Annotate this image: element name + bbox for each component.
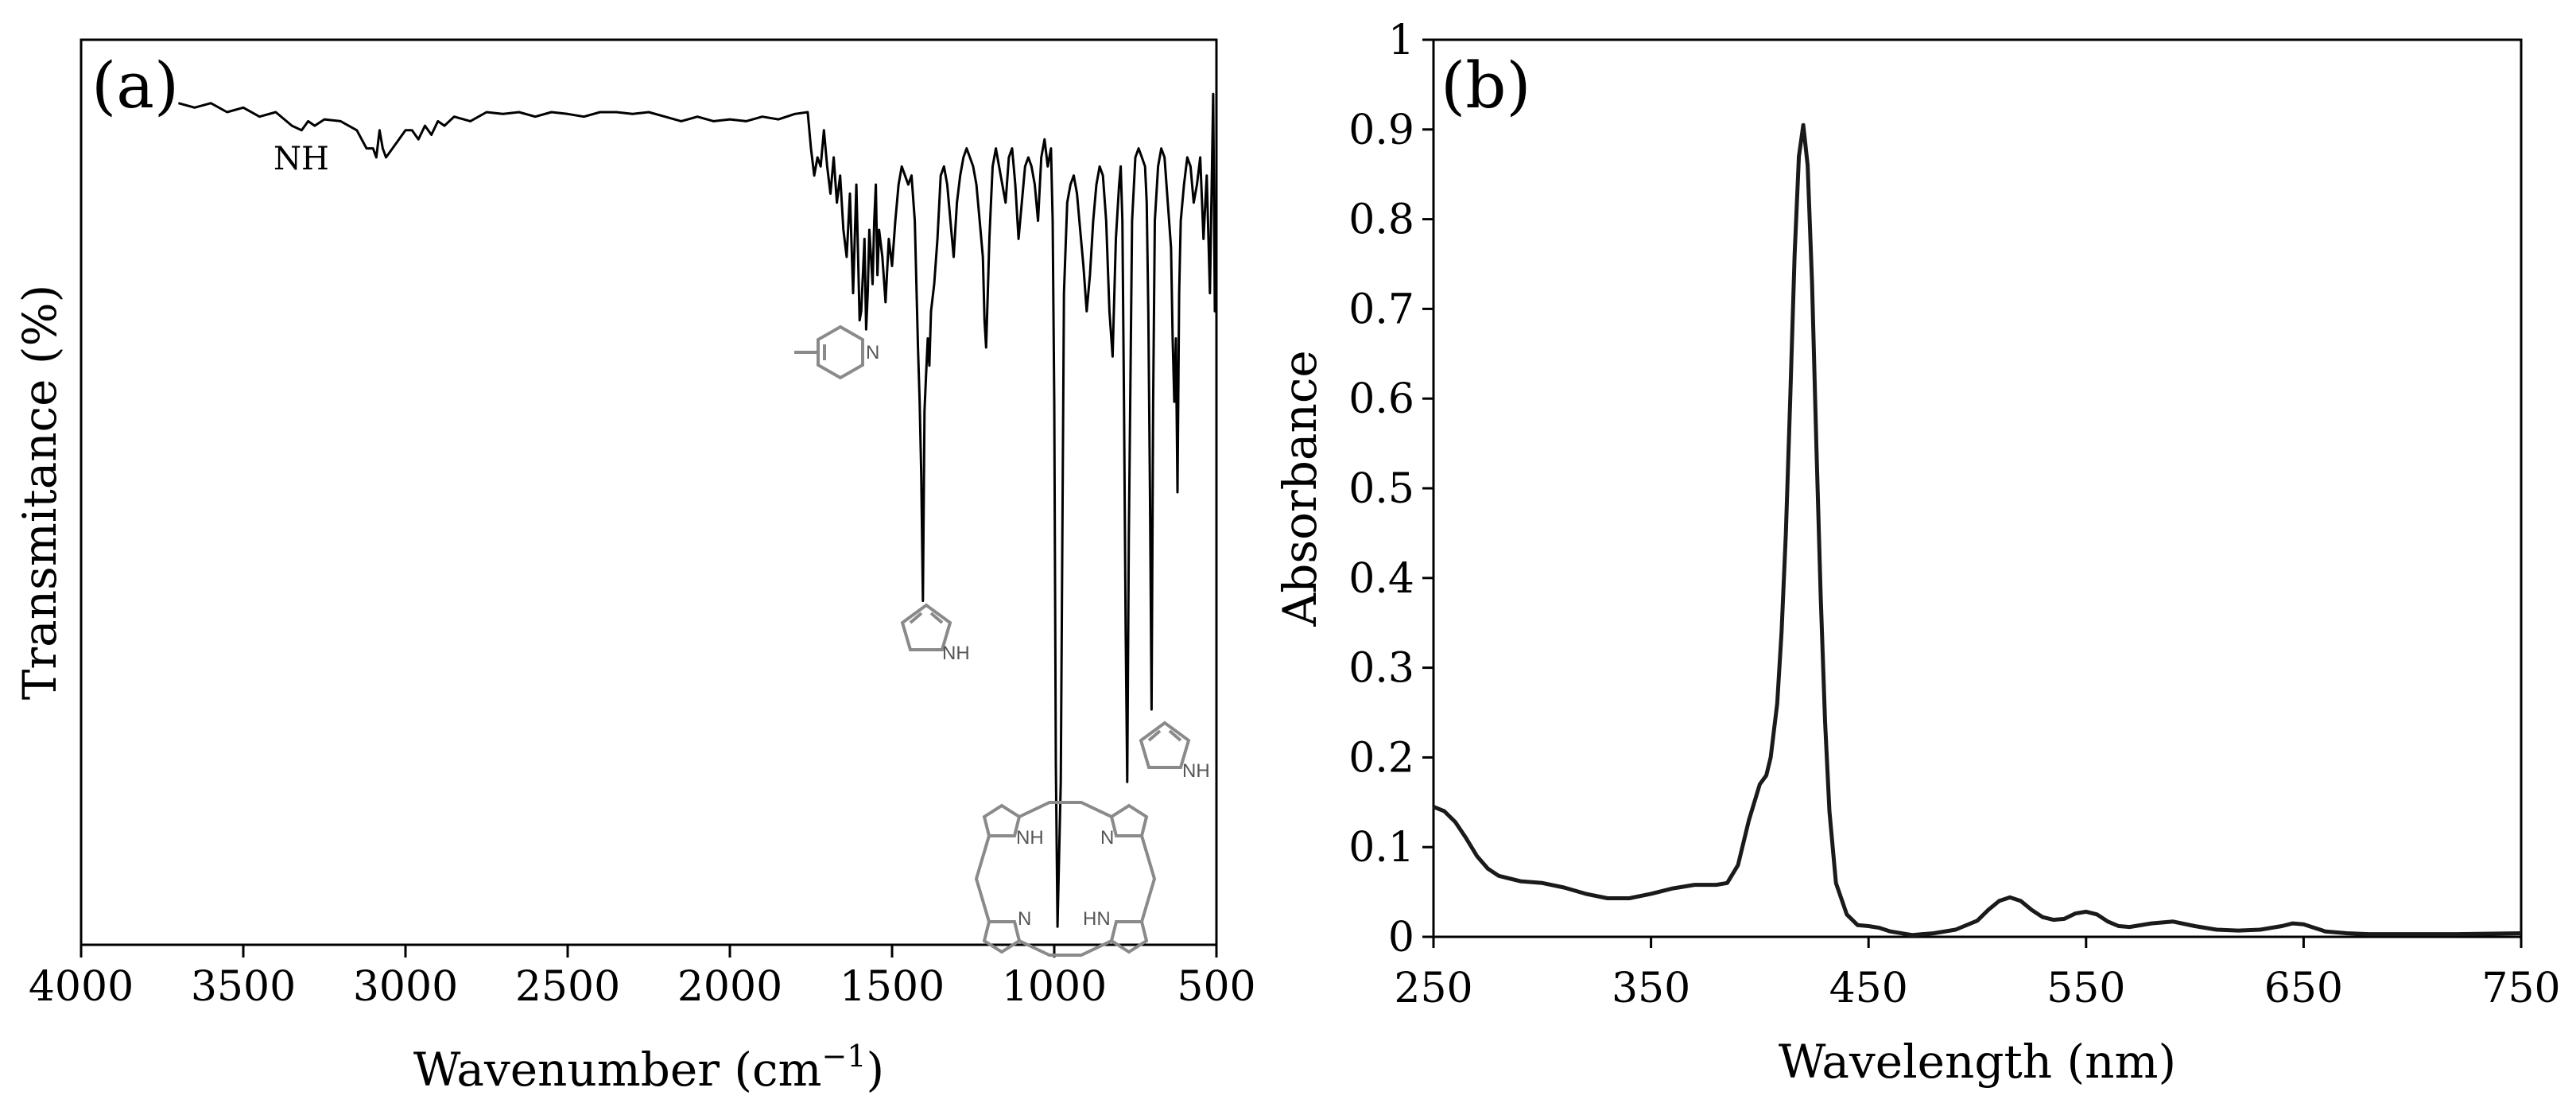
ir-x-tick-label: 1000 [1002,963,1107,1011]
uvvis-x-tick-label: 450 [1829,965,1908,1012]
pyridine-structure-icon: N [794,324,879,380]
uvvis-spectrum-line [1433,122,2522,938]
uvvis-plot-frame [1432,38,2523,938]
ir-x-axis-label-close: ) [867,1043,885,1097]
porphyrin-nh-top: NH [1016,827,1044,849]
pyrrole-1-nh-label: NH [942,643,970,664]
uvvis-y-axis-label: Absorbance [1273,350,1327,627]
uvvis-y-tick-label: 0.1 [1348,824,1414,872]
uvvis-x-tick-label: 650 [2264,965,2343,1012]
ir-plot-frame [80,38,1218,946]
uvvis-y-tick-label: 0.2 [1348,734,1414,782]
uvvis-y-tick-label: 0.3 [1348,645,1414,693]
uvvis-panel-label: (b) [1441,49,1531,122]
ir-annotation-nh: NH [274,141,329,177]
porphyrin-structure-icon: NH N N HN [974,801,1157,957]
pyridine-n-label: N [866,342,879,363]
ir-spectrum-line [178,92,1218,928]
pyrrole-2-nh-label: NH [1182,760,1210,782]
uvvis-y-tick-label: 0.6 [1348,375,1414,423]
uvvis-y-tick-label: 0.5 [1348,465,1414,513]
uvvis-y-tick-label: 1 [1388,17,1414,64]
uvvis-y-tick-label: 0.8 [1348,196,1414,244]
uvvis-chart: 0 0.1 0.2 0.3 0.4 0.5 0.6 0.7 0.8 0.9 1 250 350 450 5… [1273,17,2561,1089]
ir-x-tick-label: 500 [1177,963,1255,1011]
uvvis-y-tick-label: 0.9 [1348,107,1414,154]
uvvis-x-tick-label: 750 [2481,965,2560,1012]
ir-x-tick-label: 2000 [677,963,782,1011]
porphyrin-n-top: N [1100,827,1114,849]
ir-x-tick-label: 2500 [515,963,620,1011]
pyrrole-structure-icon-2: NH [1139,721,1210,782]
ir-x-tick-label: 1500 [840,963,945,1011]
pyrrole-structure-icon-1: NH [900,603,970,664]
uvvis-x-tick-label: 550 [2046,965,2125,1012]
uvvis-y-tick-label: 0.4 [1348,555,1414,603]
ir-chart: 4000 3500 3000 2500 2000 1500 1000 500 (a) Wave… [13,38,1256,1097]
uvvis-x-tick-label: 250 [1394,965,1472,1012]
ir-x-tick-label: 3500 [191,963,296,1011]
uvvis-y-tick-label: 0 [1388,914,1414,961]
uvvis-x-ticks: 250 350 450 550 650 750 [1394,937,2561,1012]
uvvis-y-tick-label: 0.7 [1348,286,1414,333]
ir-x-ticks: 4000 3500 3000 2500 2000 1500 1000 500 [29,945,1256,1011]
ir-panel-label: (a) [91,49,179,122]
ir-x-tick-label: 3000 [353,963,458,1011]
uvvis-x-axis-label: Wavelength (nm) [1779,1035,2176,1089]
ir-x-axis-label-sup: −1 [822,1039,867,1074]
ir-x-axis-label-main: Wavenumber (cm [413,1043,822,1097]
ir-x-tick-label: 4000 [29,963,134,1011]
uvvis-y-ticks: 0 0.1 0.2 0.3 0.4 0.5 0.6 0.7 0.8 0.9 1 [1348,17,1433,961]
uvvis-x-tick-label: 350 [1612,965,1690,1012]
porphyrin-n-bottom: N [1018,908,1031,930]
porphyrin-hn-bottom: HN [1083,908,1111,930]
ir-x-axis-label: Wavenumber (cm−1) [413,1039,884,1097]
ir-y-axis-label: Transmitance (%) [13,285,67,701]
